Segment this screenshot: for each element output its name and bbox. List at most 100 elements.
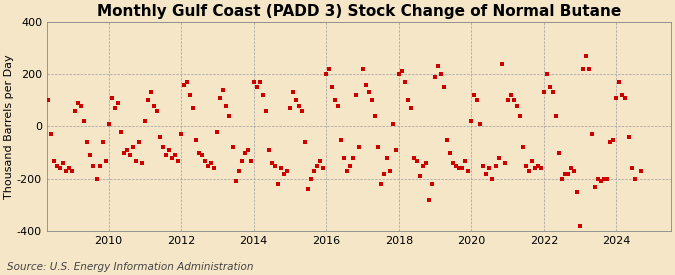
Point xyxy=(233,169,244,173)
Point xyxy=(218,88,229,92)
Point xyxy=(257,93,268,97)
Point xyxy=(136,161,147,165)
Point xyxy=(463,169,474,173)
Point xyxy=(281,169,292,173)
Point xyxy=(203,164,214,168)
Point xyxy=(472,98,483,103)
Point xyxy=(263,148,274,152)
Point xyxy=(176,132,186,136)
Point xyxy=(79,119,90,123)
Point xyxy=(351,93,362,97)
Point xyxy=(414,174,425,178)
Point xyxy=(457,166,468,170)
Point xyxy=(261,109,271,113)
Point xyxy=(514,114,525,118)
Point xyxy=(321,72,331,76)
Point xyxy=(230,179,241,184)
Point xyxy=(55,166,65,170)
Point xyxy=(421,161,431,165)
Point xyxy=(52,164,63,168)
Point xyxy=(439,85,450,89)
Point xyxy=(593,177,603,181)
Point xyxy=(493,156,504,160)
Point xyxy=(302,187,313,191)
Point xyxy=(541,72,552,76)
Y-axis label: Thousand Barrels per Day: Thousand Barrels per Day xyxy=(4,54,14,199)
Point xyxy=(436,72,447,76)
Point xyxy=(306,177,317,181)
Point xyxy=(36,90,47,95)
Point xyxy=(560,171,570,176)
Point xyxy=(103,122,114,126)
Point xyxy=(551,114,562,118)
Point xyxy=(46,132,57,136)
Point xyxy=(451,164,462,168)
Point xyxy=(142,98,153,103)
Point xyxy=(179,82,190,87)
Point xyxy=(324,67,335,71)
Point xyxy=(275,166,286,170)
Point xyxy=(330,98,341,103)
Point xyxy=(587,132,597,136)
Point xyxy=(605,140,616,144)
Point xyxy=(424,198,435,202)
Point xyxy=(140,119,151,123)
Point xyxy=(508,98,519,103)
Point xyxy=(122,148,132,152)
Point xyxy=(67,169,78,173)
Point xyxy=(406,106,416,110)
Point xyxy=(623,135,634,139)
Point xyxy=(460,158,470,163)
Point xyxy=(167,156,178,160)
Point xyxy=(487,177,498,181)
Point xyxy=(481,171,492,176)
Point xyxy=(400,80,410,84)
Point xyxy=(34,106,45,110)
Point xyxy=(254,80,265,84)
Point xyxy=(430,75,441,79)
Point xyxy=(511,103,522,108)
Point xyxy=(620,95,631,100)
Point xyxy=(466,119,477,123)
Point xyxy=(539,90,549,95)
Point xyxy=(318,166,329,170)
Point xyxy=(209,166,220,170)
Point xyxy=(169,153,180,158)
Point xyxy=(300,140,310,144)
Point xyxy=(390,148,401,152)
Point xyxy=(288,90,298,95)
Point xyxy=(224,114,235,118)
Point xyxy=(348,156,359,160)
Point xyxy=(384,169,395,173)
Point xyxy=(369,114,380,118)
Point xyxy=(267,161,277,165)
Point xyxy=(43,98,53,103)
Point xyxy=(402,98,413,103)
Point xyxy=(64,166,75,170)
Point xyxy=(635,169,646,173)
Point xyxy=(490,164,501,168)
Point xyxy=(251,85,262,89)
Point xyxy=(308,169,319,173)
Text: Source: U.S. Energy Information Administration: Source: U.S. Energy Information Administ… xyxy=(7,262,253,272)
Point xyxy=(611,95,622,100)
Point xyxy=(617,93,628,97)
Point xyxy=(182,80,192,84)
Point xyxy=(448,161,458,165)
Point xyxy=(115,130,126,134)
Point xyxy=(427,182,437,186)
Point xyxy=(118,150,129,155)
Point xyxy=(94,164,105,168)
Point xyxy=(441,138,452,142)
Point xyxy=(580,54,591,58)
Point xyxy=(408,156,419,160)
Point xyxy=(200,158,211,163)
Point xyxy=(161,153,171,158)
Point xyxy=(363,90,374,95)
Point xyxy=(502,98,513,103)
Point xyxy=(475,122,486,126)
Point xyxy=(342,169,353,173)
Point xyxy=(578,67,589,71)
Point xyxy=(163,148,174,152)
Point xyxy=(239,150,250,155)
